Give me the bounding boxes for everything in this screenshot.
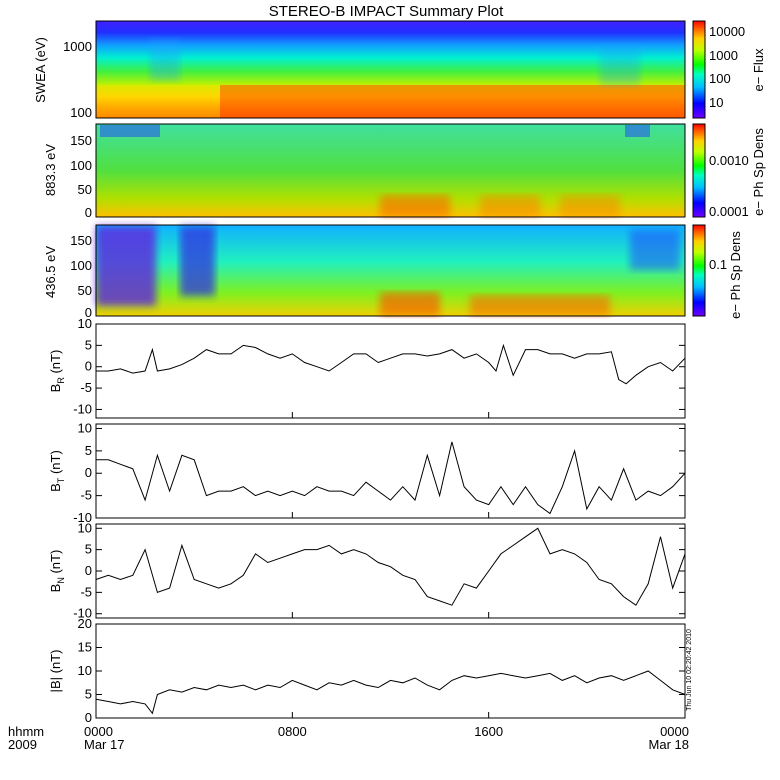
x-axis-row2-label: 2009 xyxy=(8,737,37,752)
swea-cbar-tick-1000: 1000 xyxy=(709,48,738,63)
swea-panel: 1000 100 SWEA (eV) 10000 1000 100 10 e− … xyxy=(33,20,766,120)
swea-ytick-label-1000: 1000 xyxy=(63,39,92,54)
magnetic-field-panels: 10 5 0 -5 -10 BR (nT) 10 5 0 -5 -10 BT (nT) 10 5 0 -5 -1… xyxy=(48,316,686,725)
swea-colorbar xyxy=(692,20,706,119)
pad883-cbar-tick-0001: 0.0001 xyxy=(709,204,749,219)
panel-BN: 10 5 0 -5 -10 BN (nT) xyxy=(48,520,686,621)
pad883-cold-1 xyxy=(100,125,160,137)
pad436-cbar-tick-01: 0.1 xyxy=(709,257,727,272)
panel-BR-ytick-label: -5 xyxy=(80,380,92,395)
swea-dip-2 xyxy=(600,45,640,85)
panel-BR-ytick-label: -10 xyxy=(73,401,92,416)
pad436-cold-3 xyxy=(630,230,680,270)
panel-BT-series-line xyxy=(96,441,686,515)
pad883-ytick-50: 50 xyxy=(78,182,92,197)
panel-Bmag-ytick-label: 0 xyxy=(85,710,92,725)
x-axis-row1-label: hhmm xyxy=(8,724,44,739)
panel-BN-ytick-label: -5 xyxy=(80,584,92,599)
pad436-ytick-50: 50 xyxy=(78,283,92,298)
panel-BT-ytick-label: -5 xyxy=(80,488,92,503)
pad883-hot-3 xyxy=(560,195,620,217)
pad883-frame xyxy=(95,123,686,218)
pad436-cold-block-2 xyxy=(180,226,215,296)
panel-BT: 10 5 0 -5 -10 BT (nT) xyxy=(48,420,686,525)
pad883-spectrogram-texture xyxy=(100,125,650,217)
pad436-ytick-150: 150 xyxy=(70,233,92,248)
pad436-frame xyxy=(95,224,686,317)
panel-BT-ytick-label: -10 xyxy=(73,510,92,525)
pad436-ytick-100: 100 xyxy=(70,258,92,273)
panel-BR-ytick-label: 0 xyxy=(85,359,92,374)
panel-BT-frame xyxy=(95,423,686,519)
pad436-colorbar xyxy=(692,224,706,317)
panel-Bmag-ytick-label: 5 xyxy=(85,687,92,702)
swea-hot-band xyxy=(220,85,685,118)
panel-Bmag-ytick-label: 10 xyxy=(78,663,92,678)
panel-BN-ytick-label: 0 xyxy=(85,563,92,578)
panel-BN-ytick-label: 10 xyxy=(78,520,92,535)
panel-Bmag-series-line xyxy=(95,670,686,715)
pad883-panel: 150 100 50 0 883.3 eV 0.0010 0.0001 e− P… xyxy=(43,123,766,220)
swea-cbar-tick-10000: 10000 xyxy=(709,24,745,39)
x-tick-label-time: 0000 xyxy=(84,724,113,739)
figure-title: STEREO-B IMPACT Summary Plot xyxy=(269,3,504,20)
pad883-ytick-100: 100 xyxy=(70,158,92,173)
panel-BR-ylabel: BR (nT) xyxy=(48,350,66,393)
panel-BT-ylabel: BT (nT) xyxy=(48,450,66,492)
x-tick-label-time: 0800 xyxy=(278,724,307,739)
pad436-hot-1 xyxy=(380,292,440,316)
panel-BR-ytick-label: 10 xyxy=(78,316,92,331)
x-tick-label-date: Mar 17 xyxy=(84,737,124,752)
swea-dip-1 xyxy=(150,40,180,80)
swea-colorbar-label: e− Flux xyxy=(751,48,766,91)
x-tick-label-time: 1600 xyxy=(474,724,503,739)
panel-Bmag-ytick-label: 20 xyxy=(78,616,92,631)
panel-Bmag: 20 15 10 5 0 |B| (nT) xyxy=(48,616,686,725)
panel-BR-series-line xyxy=(96,343,686,385)
generation-timestamp: Thu Jun 10 02:20:42 2010 xyxy=(686,629,693,711)
panel-BR: 10 5 0 -5 -10 BR (nT) xyxy=(48,316,686,419)
panel-BN-series-line xyxy=(95,527,686,606)
swea-spectrogram-texture xyxy=(96,40,685,118)
pad436-spectrogram-texture xyxy=(96,226,680,316)
pad883-hot-1 xyxy=(380,195,450,217)
swea-ylabel: SWEA (eV) xyxy=(33,37,48,103)
pad883-ytick-150: 150 xyxy=(70,133,92,148)
panel-BN-ytick-label: -10 xyxy=(73,606,92,621)
pad883-colorbar xyxy=(692,123,706,218)
panel-Bmag-ytick-label: 15 xyxy=(78,640,92,655)
pad883-colorbar-label: e− Ph Sp Dens xyxy=(751,128,766,216)
panel-BN-ylabel: BN (nT) xyxy=(48,550,66,593)
panel-BN-ytick-label: 5 xyxy=(85,542,92,557)
panel-BT-ytick-label: 5 xyxy=(85,443,92,458)
pad436-hot-2 xyxy=(470,295,610,316)
panel-Bmag-ylabel: |B| (nT) xyxy=(48,650,63,693)
pad436-panel: 150 100 50 0 436.5 eV 0.1 e− Ph Sp Dens xyxy=(43,224,743,320)
pad883-hot-2 xyxy=(480,195,540,217)
pad436-ytick-0: 0 xyxy=(85,305,92,320)
pad883-cbar-tick-0010: 0.0010 xyxy=(709,153,749,168)
pad436-ylabel: 436.5 eV xyxy=(43,246,58,298)
swea-cbar-tick-100: 100 xyxy=(709,71,731,86)
panel-BT-ytick-label: 10 xyxy=(78,420,92,435)
swea-cool-band xyxy=(96,85,220,118)
x-tick-label-date: Mar 18 xyxy=(649,737,689,752)
panel-Bmag-frame xyxy=(95,623,686,719)
panel-BN-frame xyxy=(95,523,686,619)
swea-frame xyxy=(95,20,686,119)
pad883-cold-2 xyxy=(625,125,650,137)
panel-BR-ytick-label: 5 xyxy=(85,337,92,352)
pad883-ylabel: 883.3 eV xyxy=(43,144,58,196)
panel-BR-frame xyxy=(95,323,686,419)
pad883-ytick-0: 0 xyxy=(85,205,92,220)
swea-ytick-label-100: 100 xyxy=(70,105,92,120)
panel-BT-ytick-label: 0 xyxy=(85,465,92,480)
swea-cbar-tick-10: 10 xyxy=(709,95,723,110)
pad436-colorbar-label: e− Ph Sp Dens xyxy=(728,231,743,319)
x-tick-label-time: 0000 xyxy=(660,724,689,739)
pad436-cold-block-1 xyxy=(96,226,156,306)
